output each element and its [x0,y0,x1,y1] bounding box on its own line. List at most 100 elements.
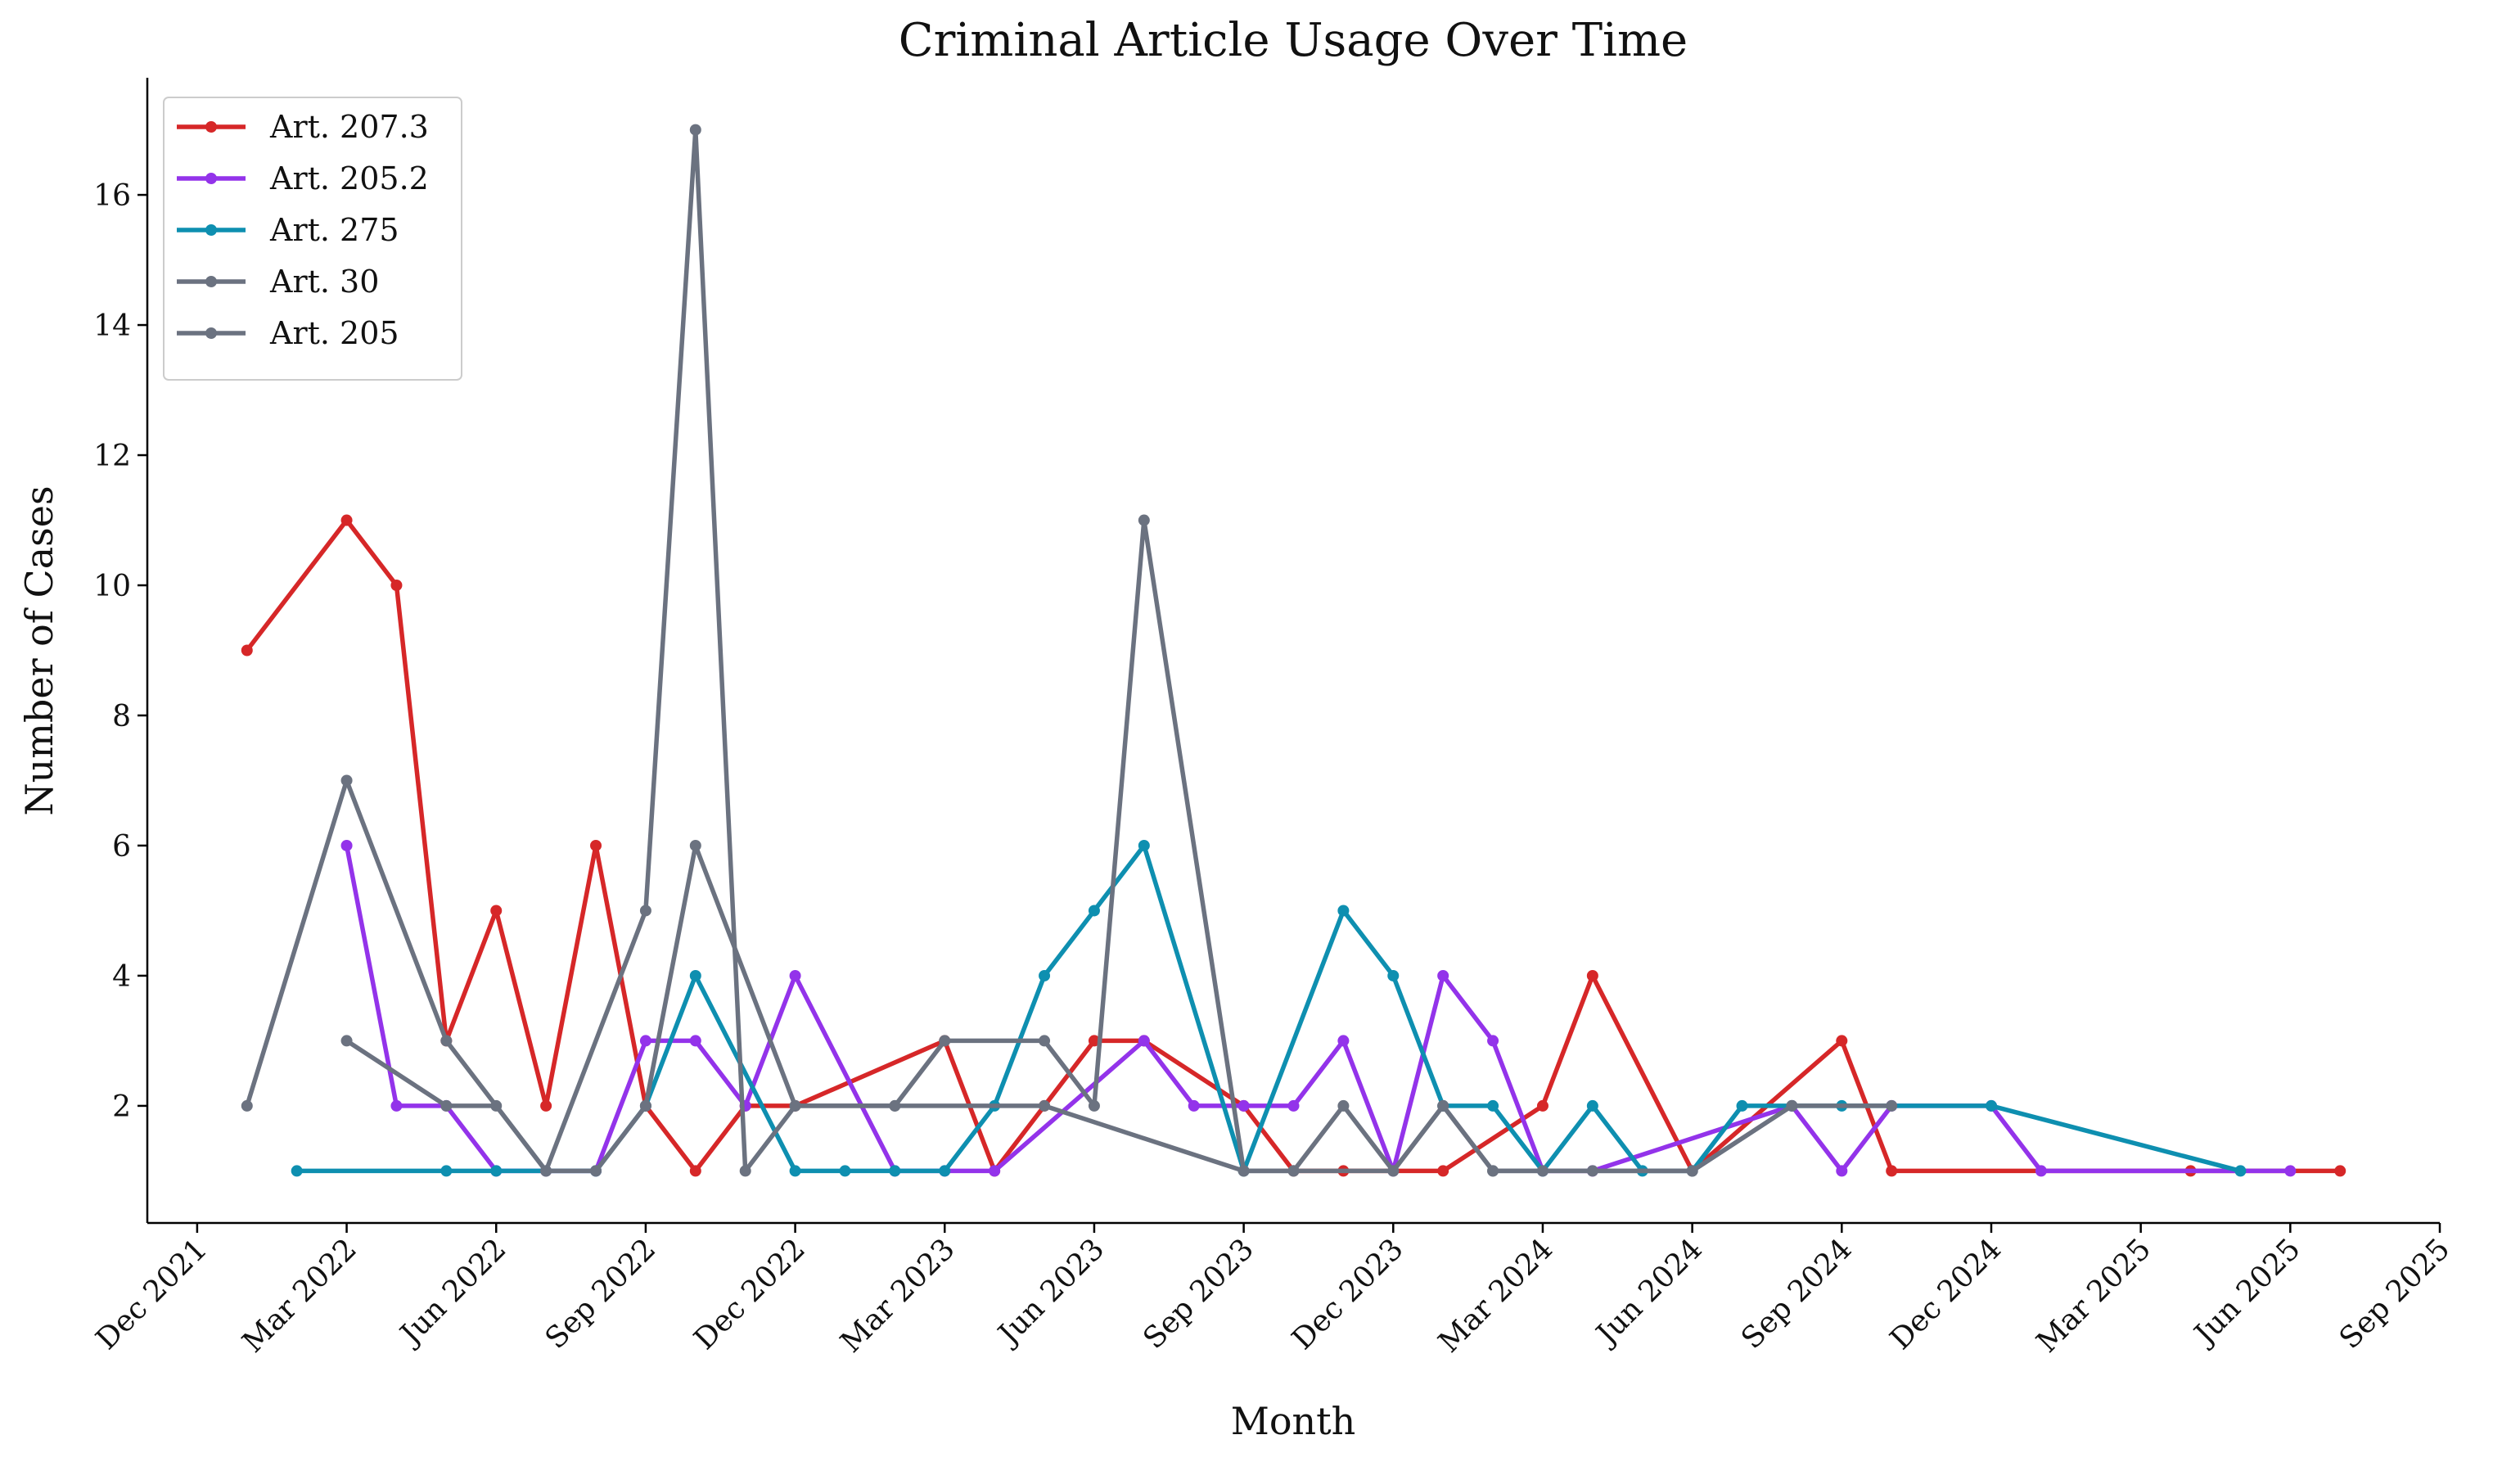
data-point [1188,1099,1200,1112]
data-point [789,969,801,981]
data-point [1586,969,1598,981]
data-point [1437,1165,1449,1177]
data-point [1586,1099,1598,1112]
data-point [689,1035,701,1047]
y-tick-label: 14 [93,309,131,343]
data-point [939,1035,951,1047]
legend-label: Art. 30 [269,264,379,300]
data-point [1836,1165,1848,1177]
data-point [689,1165,701,1177]
data-point [689,124,701,136]
series-line [345,843,1793,1174]
data-point [1387,1165,1400,1177]
data-point [1487,1165,1499,1177]
y-tick-label: 8 [112,700,131,733]
data-point [440,1035,453,1047]
y-tick-label: 10 [93,570,131,603]
legend-marker [205,224,217,236]
data-point [1237,1099,1250,1112]
x-tick-label: Mar 2025 [2031,1232,2157,1359]
y-tick-label: 2 [112,1090,131,1124]
data-point [1786,1099,1798,1112]
data-point [1039,969,1051,981]
x-tick-label: Dec 2022 [687,1232,812,1356]
data-point [2234,1165,2247,1177]
x-tick-label: Sep 2023 [1137,1232,1260,1356]
series-line [245,517,2341,1174]
data-point [1487,1035,1499,1047]
data-point [1886,1165,1898,1177]
legend-marker [205,327,217,339]
data-point [1138,514,1150,526]
x-tick-label: Sep 2024 [1735,1232,1859,1356]
data-point [540,1099,552,1112]
data-point [1337,1035,1350,1047]
x-tick-label: Jun 2024 [1588,1232,1709,1353]
series-line [344,845,2291,1174]
x-axis-label: Month [1231,1399,1356,1443]
x-tick-label: Sep 2022 [539,1232,663,1356]
data-point [1337,1099,1350,1112]
x-tick-label: Dec 2021 [90,1232,214,1356]
data-point [241,644,253,657]
series-line [245,127,1892,1174]
data-point [340,839,353,851]
data-point [1586,1165,1598,1177]
x-tick-label: Mar 2024 [1432,1232,1559,1359]
data-point [1138,1035,1150,1047]
data-point [689,969,701,981]
x-tick-label: Jun 2022 [392,1232,513,1353]
x-tick-label: Mar 2022 [237,1232,363,1359]
data-point [590,1165,602,1177]
data-point [1088,1099,1100,1112]
y-tick-label: 4 [112,960,131,994]
data-point [1437,969,1449,981]
data-point [1536,1099,1549,1112]
data-point [340,514,353,526]
data-point [889,1165,901,1177]
data-point [2334,1165,2346,1177]
data-point [2035,1165,2047,1177]
data-point [340,1035,353,1047]
data-point [1088,905,1100,917]
data-point [1686,1165,1698,1177]
data-point [1287,1099,1300,1112]
data-point [739,1165,751,1177]
y-axis-label: Number of Cases [17,485,61,815]
data-point [490,1165,503,1177]
data-point [340,774,353,787]
data-point [689,839,701,851]
y-tick-label: 6 [112,830,131,864]
data-point [440,1165,453,1177]
data-point [1287,1165,1300,1177]
data-point [989,1165,1001,1177]
legend-label: Art. 275 [269,212,399,248]
legend-marker [205,173,217,184]
data-point [639,905,651,917]
legend-box [163,97,462,381]
x-tick-label: Sep 2025 [2333,1232,2457,1356]
series-line [296,843,2242,1174]
data-point [1039,1099,1051,1112]
y-tick-label: 16 [93,179,131,213]
y-tick-label: 12 [93,440,131,473]
data-point [1387,969,1400,981]
legend-label: Art. 205.2 [269,160,429,196]
data-point [1736,1099,1748,1112]
data-point [1437,1099,1449,1112]
x-tick-label: Jun 2023 [990,1232,1111,1353]
data-point [1088,1035,1100,1047]
x-tick-label: Jun 2025 [2186,1232,2307,1353]
data-point [241,1099,253,1112]
data-point [1039,1035,1051,1047]
data-point [1985,1099,1997,1112]
x-tick-label: Mar 2023 [834,1232,961,1359]
legend-label: Art. 207.3 [269,109,429,145]
data-point [939,1165,951,1177]
data-point [291,1165,303,1177]
data-point [2284,1165,2297,1177]
data-point [839,1165,851,1177]
data-point [639,1099,651,1112]
data-point [789,1099,801,1112]
